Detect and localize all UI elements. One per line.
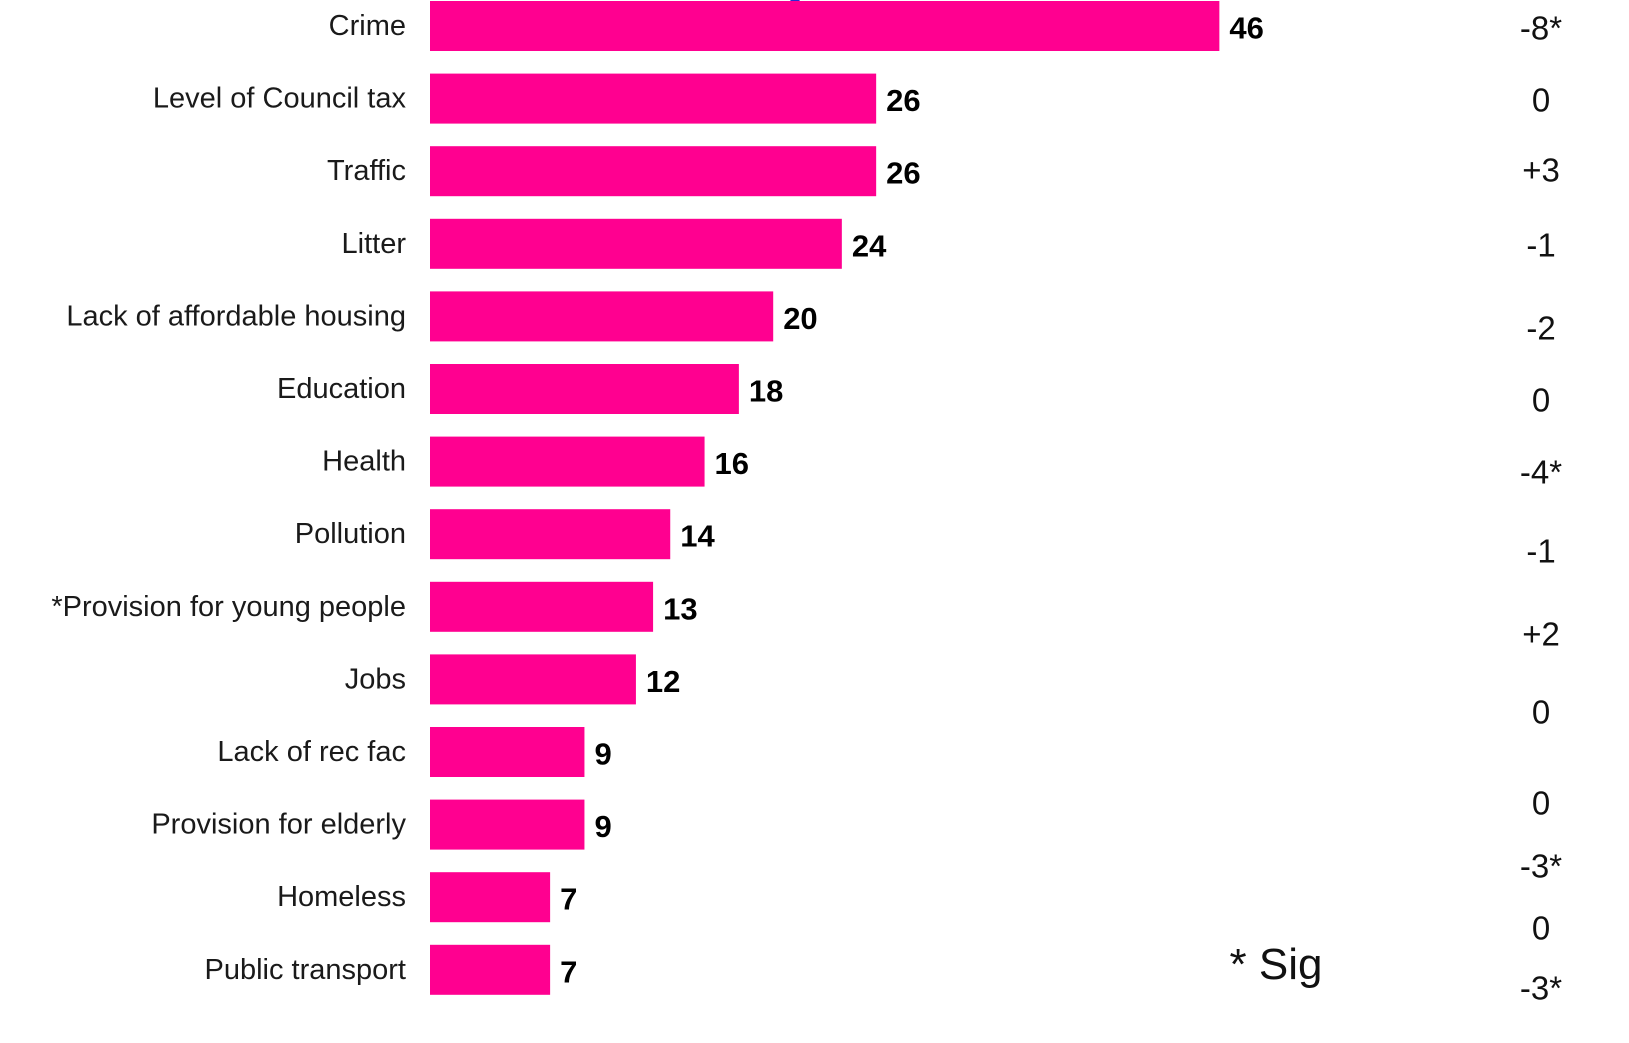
value-label: 9 — [594, 737, 611, 772]
category-label: Provision for elderly — [151, 809, 406, 841]
bar — [430, 291, 774, 342]
category-label: Health — [322, 446, 406, 478]
category-label: Lack of rec fac — [217, 736, 406, 768]
value-label: 20 — [783, 301, 817, 336]
bar — [430, 218, 842, 269]
change-label: +3 — [1522, 152, 1560, 189]
change-label: -3* — [1520, 848, 1562, 885]
value-label: 46 — [1229, 11, 1263, 46]
bar — [430, 944, 551, 995]
significance-footnote: * Sig — [1230, 940, 1323, 989]
bar — [430, 872, 551, 923]
change-label: -8* — [1520, 10, 1562, 47]
category-label: *Provision for young people — [51, 591, 406, 623]
change-label: -3* — [1520, 970, 1562, 1007]
bar — [430, 1, 1220, 51]
change-label: 0 — [1532, 694, 1550, 731]
bar — [430, 654, 636, 705]
change-label: 0 — [1532, 785, 1550, 822]
bar — [430, 73, 877, 124]
value-labels: 46 26 26 24 20 18 16 14 13 12 9 9 7 7 — [560, 11, 1264, 990]
value-label: 26 — [886, 83, 920, 118]
category-label: Litter — [342, 228, 407, 260]
change-label: 0 — [1532, 382, 1550, 419]
change-label: -1 — [1526, 227, 1555, 264]
bar — [430, 436, 705, 487]
category-label: Public transport — [205, 954, 407, 986]
value-label: 14 — [680, 519, 715, 554]
change-label: +2 — [1522, 616, 1560, 653]
category-label: Lack of affordable housing — [66, 300, 406, 332]
value-label: 26 — [886, 156, 920, 191]
change-label: -1 — [1526, 533, 1555, 570]
change-label: 0 — [1532, 910, 1550, 947]
value-label: 18 — [749, 374, 783, 409]
value-label: 9 — [594, 809, 611, 844]
bar — [430, 364, 739, 414]
bars — [430, 1, 1220, 995]
change-labels: -8* 0 +3 -1 -2 0 -4* -1 +2 0 0 -3* 0 -3* — [1520, 10, 1562, 1007]
change-label: 0 — [1532, 82, 1550, 119]
bar — [430, 727, 585, 777]
category-label: Crime — [329, 10, 406, 42]
bar — [430, 146, 877, 197]
value-label: 12 — [646, 664, 680, 699]
value-label: 16 — [715, 446, 749, 481]
category-label: Traffic — [327, 155, 406, 187]
category-label: Pollution — [295, 518, 406, 550]
bar — [430, 799, 585, 850]
value-label: 24 — [852, 228, 887, 263]
category-label: Homeless — [277, 881, 406, 913]
value-label: 13 — [663, 591, 697, 626]
value-label: 7 — [560, 954, 577, 989]
bar — [430, 581, 654, 632]
category-label: Level of Council tax — [153, 83, 407, 115]
value-label: 7 — [560, 882, 577, 917]
category-label: Jobs — [345, 663, 406, 695]
change-label: -2 — [1526, 310, 1555, 347]
category-labels: Crime Level of Council tax Traffic Litter La… — [51, 10, 406, 986]
change-label: -4* — [1520, 454, 1562, 491]
bar — [430, 509, 671, 560]
category-label: Education — [277, 373, 406, 405]
